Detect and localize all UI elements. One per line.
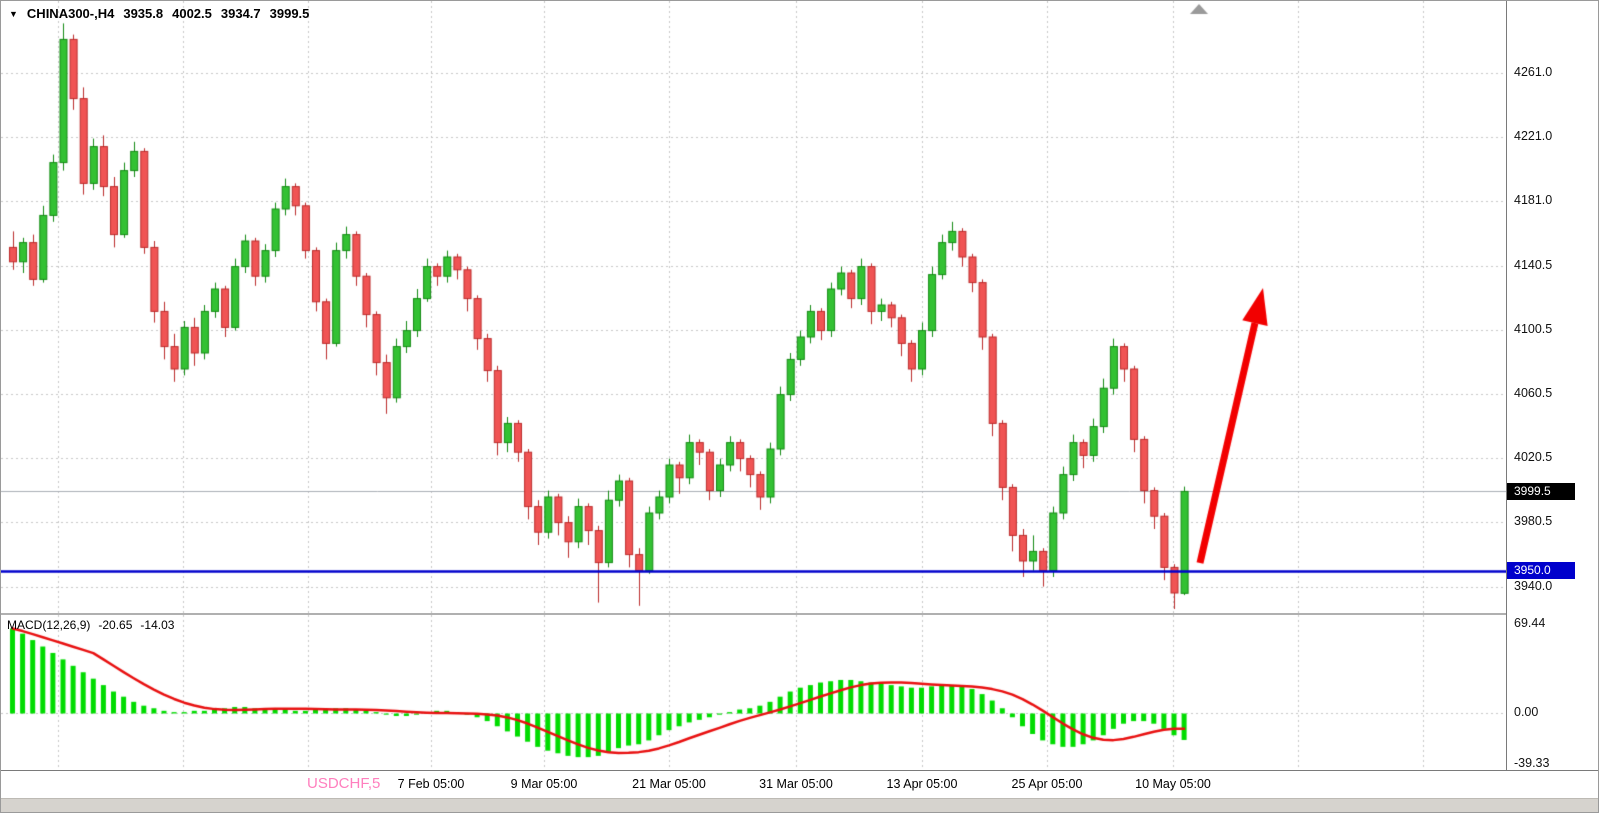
price-axis-label: 4181.0 xyxy=(1514,193,1553,207)
time-axis-label: 10 May 05:00 xyxy=(1135,777,1211,791)
price-axis-label: 4020.5 xyxy=(1514,449,1553,464)
current-price-badge: 3999.5 xyxy=(1507,482,1575,500)
price-axis-label: 3980.5 xyxy=(1514,513,1553,528)
pane-separator[interactable] xyxy=(1,613,1506,615)
time-axis-label: 9 Mar 05:00 xyxy=(510,777,578,791)
macd-main-value: -20.65 xyxy=(98,618,133,632)
chevron-down-icon[interactable]: ▼ xyxy=(9,8,18,19)
price-pane[interactable]: ▼ CHINA300-,H4 3935.8 4002.5 3934.7 3999… xyxy=(1,1,1506,613)
macd-indicator-label: MACD(12,26,9) -20.65 -14.03 xyxy=(7,618,174,632)
macd-signal-value: -14.03 xyxy=(140,618,175,632)
macd-axis-label: 0.00 xyxy=(1514,705,1539,720)
price-axis-label: 4221.0 xyxy=(1514,129,1553,143)
ohlc-low: 3934.7 xyxy=(220,6,261,21)
ohlc-open: 3935.8 xyxy=(123,6,164,21)
level-price-badge[interactable]: 3950.0 xyxy=(1507,562,1575,580)
price-chart-canvas[interactable] xyxy=(1,1,1506,613)
ohlc-close: 3999.5 xyxy=(269,6,310,21)
price-axis-label: 4060.5 xyxy=(1514,385,1553,400)
macd-pane[interactable]: MACD(12,26,9) -20.65 -14.03 xyxy=(1,615,1506,770)
price-axis-label: 4261.0 xyxy=(1514,65,1553,79)
price-axis-label: 4140.5 xyxy=(1514,257,1553,272)
time-axis-label: 21 Mar 05:00 xyxy=(632,777,706,791)
time-axis-label: 25 Apr 05:00 xyxy=(1011,777,1083,791)
time-axis: USDCHF,5 7 Feb 05:00 9 Mar 05:00 21 Mar 05… xyxy=(1,770,1598,798)
macd-chart-canvas[interactable] xyxy=(1,615,1506,770)
symbol-name: CHINA300-,H4 xyxy=(26,6,115,21)
macd-axis-label: -39.33 xyxy=(1514,755,1550,770)
price-axis-label: 3940.0 xyxy=(1514,578,1553,593)
window-bottom-frame xyxy=(1,798,1598,812)
time-axis-label: 31 Mar 05:00 xyxy=(759,777,833,791)
background-symbol-watermark: USDCHF,5 xyxy=(307,775,381,792)
time-axis-label: 7 Feb 05:00 xyxy=(397,777,465,791)
time-axis-label: 13 Apr 05:00 xyxy=(886,777,958,791)
chart-symbol-info: ▼ CHINA300-,H4 3935.8 4002.5 3934.7 3999… xyxy=(9,6,309,21)
ohlc-high: 4002.5 xyxy=(172,6,212,21)
price-axis-label: 4100.5 xyxy=(1514,321,1553,336)
macd-name: MACD(12,26,9) xyxy=(7,618,91,632)
price-axis: 4261.0 4221.0 4181.0 4140.5 4100.5 4060.5 4020… xyxy=(1506,1,1598,770)
macd-axis-label: 69.44 xyxy=(1514,616,1546,631)
